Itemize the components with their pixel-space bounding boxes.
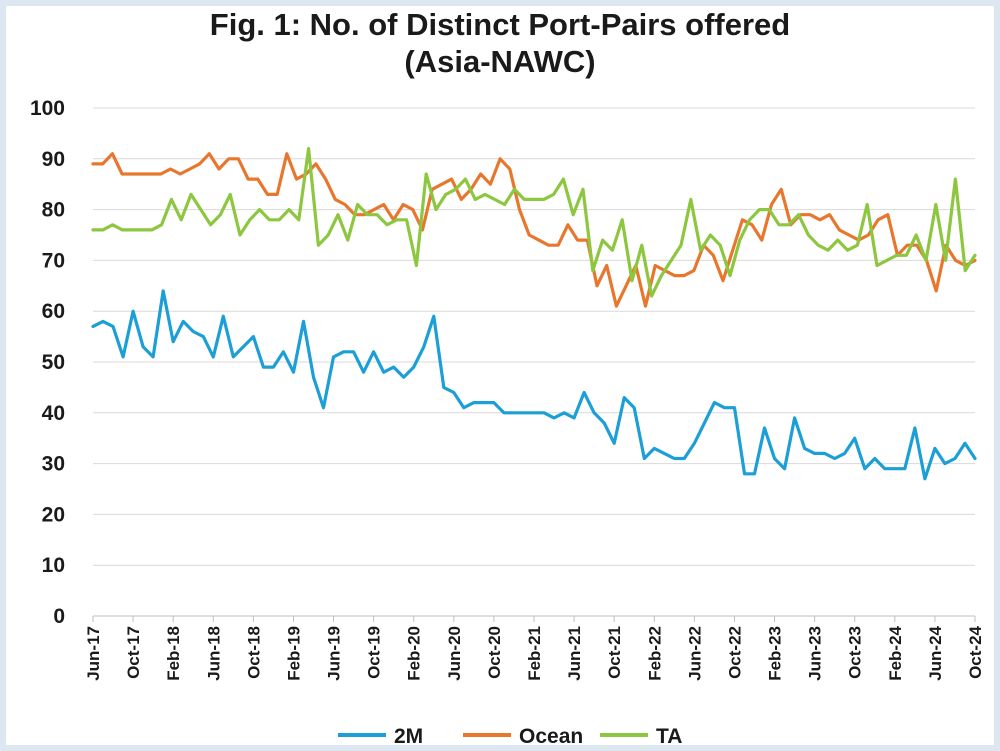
x-tick-label: Oct-24 [966,625,985,678]
y-tick-label: 40 [42,402,65,425]
x-tick-label: Oct-18 [244,626,263,679]
x-tick-label: Jun-22 [685,626,704,681]
y-tick-label: 70 [42,249,65,272]
legend-label-ocean: Ocean [519,725,583,748]
x-tick-label: Feb-19 [284,626,303,681]
y-tick-label: 30 [42,453,65,476]
x-tick-label: Jun-24 [926,625,945,680]
x-tick-label: Oct-22 [725,626,744,679]
y-tick-label: 50 [42,351,65,374]
series-line-ta [91,147,977,298]
x-tick-label: Jun-19 [325,626,344,681]
chart-title-block: Fig. 1: No. of Distinct Port-Pairs offer… [0,6,1000,80]
y-tick-label: 90 [42,148,65,171]
legend-label-2m: 2M [394,725,423,748]
y-tick-label: 60 [42,300,65,323]
series-line-2m [91,289,977,481]
x-tick-label: Feb-20 [405,626,424,681]
series-line-ocean [91,152,977,308]
y-tick-label: 80 [42,199,65,222]
x-tick-label: Feb-24 [886,625,905,680]
x-tick-label: Oct-19 [365,626,384,679]
x-tick-label: Oct-20 [485,626,504,679]
x-tick-label: Jun-18 [204,626,223,681]
y-tick-label: 10 [42,554,65,577]
x-tick-label: Jun-21 [565,626,584,681]
y-tick-label: 100 [30,97,65,120]
x-tick-label: Feb-23 [766,626,785,681]
x-tick-label: Jun-17 [84,626,103,681]
x-tick-label: Oct-21 [605,626,624,679]
x-tick-label: Feb-21 [525,626,544,681]
x-tick-label: Feb-18 [164,626,183,681]
legend-label-ta: TA [656,725,682,748]
chart-subtitle: (Asia-NAWC) [404,44,596,79]
x-tick-label: Oct-17 [124,626,143,679]
y-tick-label: 0 [53,605,65,628]
x-tick-label: Jun-20 [445,626,464,681]
x-tick-label: Feb-22 [645,626,664,681]
x-tick-label: Oct-23 [846,626,865,679]
x-tick-label: Jun-23 [806,626,825,681]
chart-title: Fig. 1: No. of Distinct Port-Pairs offer… [209,7,791,42]
y-tick-label: 20 [42,503,65,526]
